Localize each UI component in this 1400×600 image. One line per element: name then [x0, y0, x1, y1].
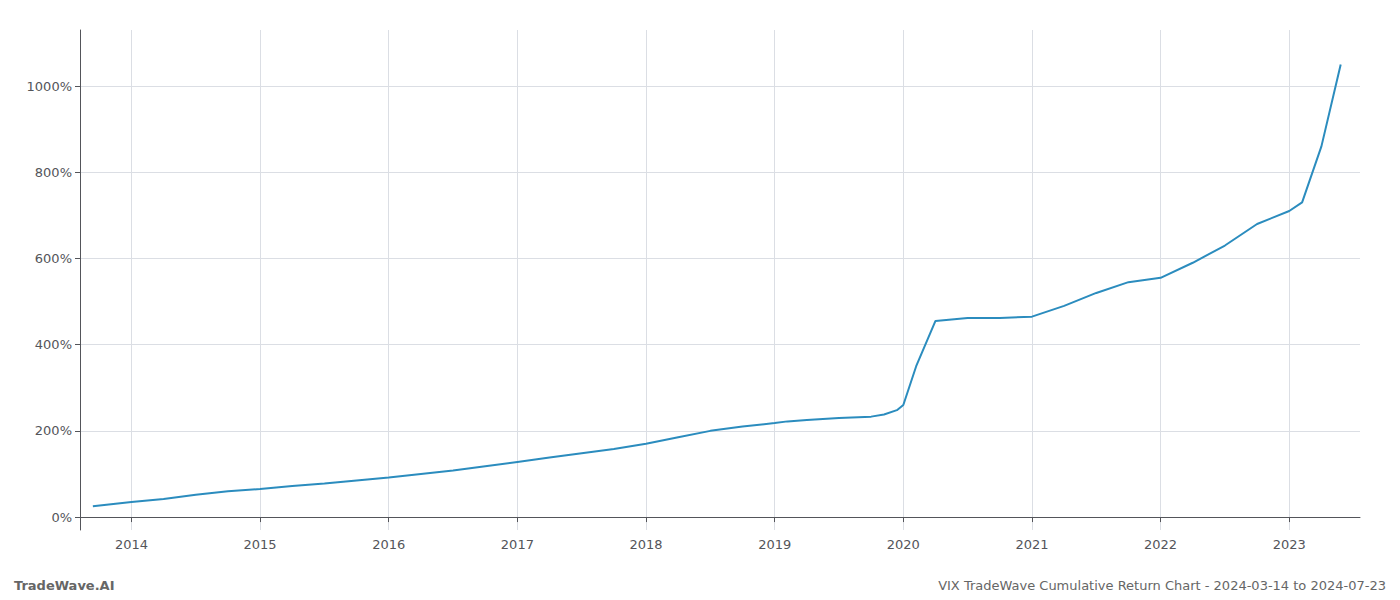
svg-text:2015: 2015	[244, 537, 277, 552]
svg-text:2014: 2014	[115, 537, 148, 552]
svg-text:VIX TradeWave Cumulative Retur: VIX TradeWave Cumulative Return Chart - …	[938, 578, 1386, 593]
svg-text:600%: 600%	[35, 251, 72, 266]
svg-text:2019: 2019	[758, 537, 791, 552]
svg-text:0%: 0%	[51, 510, 72, 525]
svg-text:2022: 2022	[1144, 537, 1177, 552]
svg-text:2017: 2017	[501, 537, 534, 552]
svg-text:2018: 2018	[629, 537, 662, 552]
svg-text:400%: 400%	[35, 337, 72, 352]
svg-text:2016: 2016	[372, 537, 405, 552]
svg-text:2020: 2020	[887, 537, 920, 552]
svg-text:800%: 800%	[35, 165, 72, 180]
svg-text:2021: 2021	[1015, 537, 1048, 552]
svg-text:1000%: 1000%	[27, 79, 72, 94]
svg-text:TradeWave.AI: TradeWave.AI	[14, 578, 115, 593]
svg-text:200%: 200%	[35, 423, 72, 438]
svg-text:2023: 2023	[1273, 537, 1306, 552]
